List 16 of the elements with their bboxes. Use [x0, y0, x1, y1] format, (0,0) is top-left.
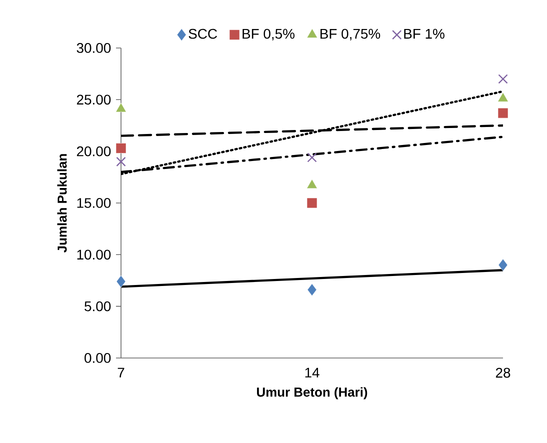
legend-label: BF 0,75%: [320, 28, 380, 40]
y-tick-label: 30.00: [76, 43, 111, 53]
y-tick-label: 10.00: [77, 250, 111, 260]
x-axis-title: Umur Beton (Hari): [257, 387, 368, 400]
y-tick-label: 0.00: [84, 353, 111, 363]
legend-label: BF 1%: [404, 28, 444, 39]
legend-label: BF 0,5%: [242, 28, 294, 40]
y-tick-label: 20.00: [76, 146, 111, 156]
y-tick-label: 5.00: [84, 301, 111, 312]
x-tick-label: 14: [305, 368, 320, 378]
y-tick-label: 15.00: [77, 198, 111, 208]
x-tick-label: 28: [496, 368, 510, 378]
x-tick-label: 7: [118, 368, 124, 378]
legend-label: SCC: [188, 28, 217, 39]
y-axis-title: Jumlah Pukulan: [57, 154, 67, 252]
y-tick-label: 25.00: [76, 94, 111, 105]
